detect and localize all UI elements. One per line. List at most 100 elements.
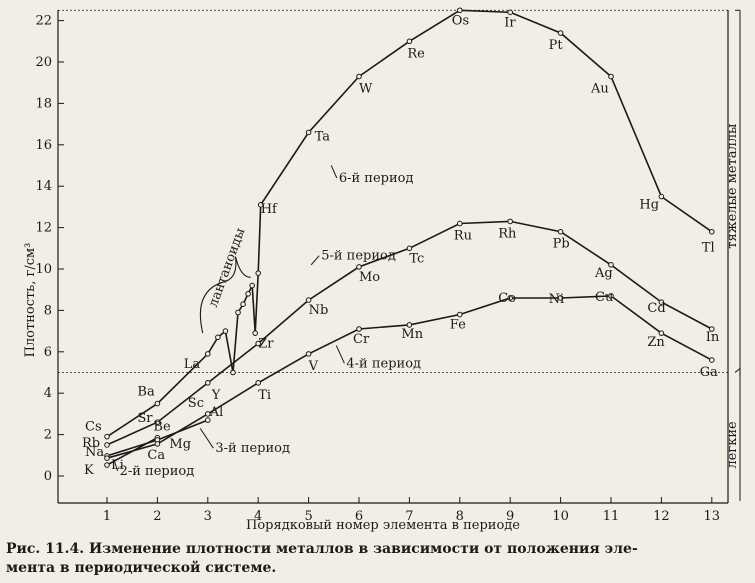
series-line-6 xyxy=(106,9,713,438)
element-label: Nb xyxy=(309,303,329,318)
y-tick-label: 18 xyxy=(35,96,52,111)
lanthanides-label: лантаноиды xyxy=(206,226,249,309)
data-point xyxy=(245,291,251,297)
data-point xyxy=(709,326,715,332)
data-point xyxy=(658,330,665,336)
data-point xyxy=(154,441,161,447)
x-tick-label: 11 xyxy=(603,509,620,524)
element-label: W xyxy=(359,81,373,96)
data-point xyxy=(255,270,262,276)
x-tick-label: 4 xyxy=(254,509,262,524)
data-point xyxy=(608,293,614,299)
element-label: Ga xyxy=(700,365,718,380)
data-point xyxy=(235,309,241,316)
element-label: La xyxy=(184,357,201,372)
x-tick-label: 1 xyxy=(103,509,111,524)
data-point xyxy=(104,442,110,448)
element-label: Be xyxy=(153,420,171,435)
data-point xyxy=(457,311,463,318)
y-tick-label: 14 xyxy=(35,179,52,194)
data-point xyxy=(215,334,221,341)
data-point xyxy=(230,369,236,376)
element-label: Cr xyxy=(353,332,370,347)
data-point xyxy=(658,299,665,305)
data-point xyxy=(709,228,715,235)
data-point xyxy=(205,411,211,417)
x-tick-label: 7 xyxy=(405,509,413,524)
data-point xyxy=(205,380,211,386)
element-label: Ir xyxy=(504,15,516,30)
data-point xyxy=(356,264,362,270)
x-tick-label: 5 xyxy=(304,509,312,524)
period-label-leader xyxy=(199,428,214,449)
data-point xyxy=(608,73,614,80)
period-label-leader xyxy=(330,165,338,179)
element-label: Ag xyxy=(594,266,613,281)
element-label: Zn xyxy=(647,335,665,350)
data-point xyxy=(154,400,161,407)
element-label: Mo xyxy=(359,270,380,285)
x-tick-label: 12 xyxy=(653,509,670,524)
data-point xyxy=(240,301,246,307)
x-tick-label: 2 xyxy=(153,509,161,524)
y-tick-label: 22 xyxy=(35,14,52,29)
chart-series xyxy=(104,7,715,468)
x-tick-label: 6 xyxy=(355,509,363,524)
data-point xyxy=(255,340,262,347)
data-point xyxy=(658,193,665,200)
data-point xyxy=(249,282,255,289)
element-label: Na xyxy=(85,445,104,460)
period-label-leader xyxy=(310,255,320,266)
element-label: Hg xyxy=(639,198,659,213)
element-label: Fe xyxy=(450,318,466,333)
light-metals-label: легкие xyxy=(725,421,740,469)
element-label: Zr xyxy=(258,337,274,352)
element-label: Sc xyxy=(188,396,204,411)
y-tick-label: 8 xyxy=(44,303,52,318)
data-point xyxy=(709,357,715,363)
x-tick-label: 8 xyxy=(456,509,464,524)
element-label: K xyxy=(84,463,94,478)
x-tick-label: 9 xyxy=(506,509,514,524)
data-point xyxy=(305,129,312,136)
element-label: Mg xyxy=(169,437,191,452)
element-label: Ti xyxy=(258,388,271,403)
x-tick-label: 13 xyxy=(704,509,721,524)
data-point xyxy=(154,419,161,425)
element-label: Y xyxy=(211,388,221,403)
bracket-split xyxy=(734,367,741,377)
element-label: Cu xyxy=(595,290,613,305)
element-label: Os xyxy=(452,13,469,28)
element-label: Co xyxy=(498,291,516,306)
data-point xyxy=(305,351,312,357)
y-tick-label: 16 xyxy=(35,138,52,153)
data-point xyxy=(507,9,514,16)
element-label: Pt xyxy=(549,38,564,53)
element-label: Cs xyxy=(85,420,102,435)
y-tick-label: 4 xyxy=(44,386,52,401)
y-tick-label: 12 xyxy=(35,221,52,236)
y-tick-label: 0 xyxy=(44,469,52,484)
element-label: Au xyxy=(590,81,609,96)
element-label: Rb xyxy=(82,436,100,451)
chart-annotations: 2-й период 3-й период 4-й период 5-й период… xyxy=(114,9,741,501)
data-point xyxy=(406,322,413,328)
element-label: Ba xyxy=(137,385,155,400)
data-point xyxy=(356,73,362,80)
element-label: V xyxy=(308,359,319,374)
data-point xyxy=(557,295,564,301)
element-label: Re xyxy=(407,46,425,61)
data-point xyxy=(457,7,463,14)
data-point xyxy=(104,462,110,468)
data-point xyxy=(205,417,211,423)
data-point xyxy=(557,30,564,36)
heavy-metals-label: тяжелые металлы xyxy=(725,124,740,249)
caption-line-2: мента в периодической системе. xyxy=(6,560,277,576)
element-label: Al xyxy=(209,405,224,420)
data-point xyxy=(608,262,614,268)
chart-guides xyxy=(58,9,728,373)
data-point xyxy=(252,330,258,336)
data-point xyxy=(507,295,514,301)
